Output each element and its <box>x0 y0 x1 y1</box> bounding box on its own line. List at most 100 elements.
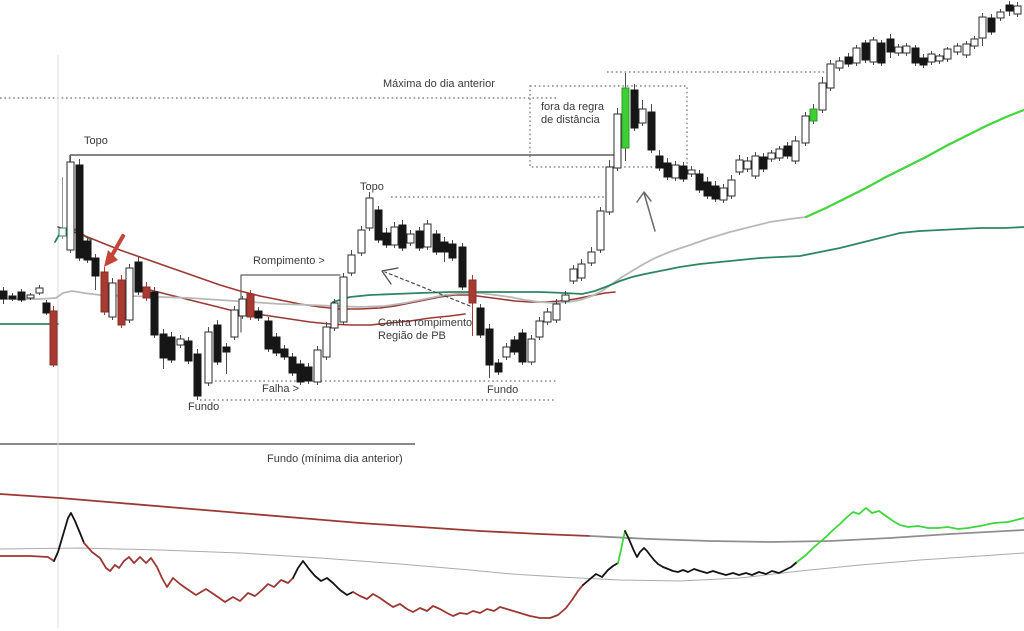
candle <box>561 294 570 302</box>
candle <box>518 332 527 363</box>
candle <box>552 303 561 321</box>
label-bottom-2: Fundo <box>487 384 519 396</box>
label-breakout: Rompimento > <box>253 255 325 267</box>
candle <box>978 16 987 39</box>
candle <box>66 161 75 251</box>
indicator-osc-black-1 <box>53 512 85 562</box>
candle <box>852 47 861 64</box>
candle <box>204 331 213 384</box>
candle <box>213 324 222 363</box>
label-top-1: Topo <box>84 135 108 147</box>
candle <box>322 326 331 358</box>
candle <box>26 294 35 299</box>
indicator-osc-red-3 <box>352 584 584 619</box>
candle <box>476 307 485 336</box>
label-counter-breakout: Contra rompimento Região de PB <box>378 317 473 342</box>
indicator-osc-black-4 <box>624 530 798 576</box>
candle <box>238 298 247 317</box>
candle <box>569 268 578 282</box>
candle <box>485 328 494 366</box>
candle <box>75 164 84 259</box>
candle <box>91 257 100 277</box>
candle <box>415 230 424 249</box>
overlay-ma-bright-green <box>804 108 1024 219</box>
candle <box>272 336 281 354</box>
candle <box>647 111 656 151</box>
candle <box>735 159 744 173</box>
candle <box>502 346 511 358</box>
candle <box>727 179 736 197</box>
candle <box>222 346 231 353</box>
candle <box>826 63 835 89</box>
indicator-osc-black-3 <box>582 562 619 586</box>
candle <box>783 145 792 157</box>
candle <box>339 276 348 323</box>
indicator-osc-black-2 <box>292 560 354 596</box>
candle <box>330 302 339 329</box>
candle <box>962 43 971 56</box>
candle <box>458 246 467 288</box>
candle <box>58 227 67 237</box>
indicator-ind-slow-gray <box>589 529 1024 543</box>
candle <box>987 17 996 33</box>
candle <box>304 366 313 382</box>
candle <box>943 48 952 60</box>
candle <box>719 187 728 201</box>
candle <box>382 232 391 246</box>
candle <box>630 89 639 129</box>
dashed-up-left-arrow <box>384 271 471 307</box>
candle <box>432 233 441 253</box>
candle <box>117 279 126 326</box>
candle <box>935 55 944 62</box>
candle <box>134 261 143 293</box>
label-bottom-1: Fundo <box>188 401 220 413</box>
candle <box>280 348 289 358</box>
candle <box>264 320 273 350</box>
label-top-2: Topo <box>360 181 384 193</box>
candle <box>35 287 44 294</box>
candle <box>374 209 383 241</box>
label-previous-day-low: Fundo (mínima dia anterior) <box>267 453 403 465</box>
candle <box>184 340 193 362</box>
candle <box>288 356 297 374</box>
candle <box>83 240 92 261</box>
candle <box>751 155 760 177</box>
candle <box>844 56 853 65</box>
candle <box>711 185 720 200</box>
candle <box>869 39 878 63</box>
dashed-up-left-arrow-head <box>381 267 399 285</box>
candle <box>1013 5 1022 15</box>
red-down-arrow <box>109 234 125 259</box>
candle <box>423 223 432 248</box>
candle <box>296 363 305 383</box>
indicator-osc-green-2 <box>796 507 1024 563</box>
candle <box>100 271 109 313</box>
candle <box>1005 4 1014 12</box>
candle <box>877 42 886 64</box>
candle <box>357 229 366 254</box>
candle <box>953 45 962 53</box>
candle <box>347 254 356 274</box>
candle <box>621 87 630 149</box>
candle <box>468 279 477 304</box>
candle <box>818 82 827 111</box>
candle <box>398 224 407 249</box>
candle <box>695 173 704 191</box>
label-previous-day-high: Máxima do dia anterior <box>383 78 495 90</box>
candle <box>886 38 895 53</box>
candle <box>613 113 622 169</box>
candle <box>313 349 322 383</box>
candle <box>42 302 51 314</box>
candle <box>108 282 117 318</box>
candle <box>767 152 776 160</box>
indicator-osc-red-2 <box>83 542 294 603</box>
candle <box>919 57 928 66</box>
candle <box>167 336 176 361</box>
candle <box>902 45 911 54</box>
gray-up-arrow <box>643 192 656 232</box>
candle <box>159 333 168 359</box>
candle <box>791 140 800 162</box>
candle <box>687 169 696 175</box>
candle <box>17 291 26 301</box>
candle <box>406 233 415 244</box>
